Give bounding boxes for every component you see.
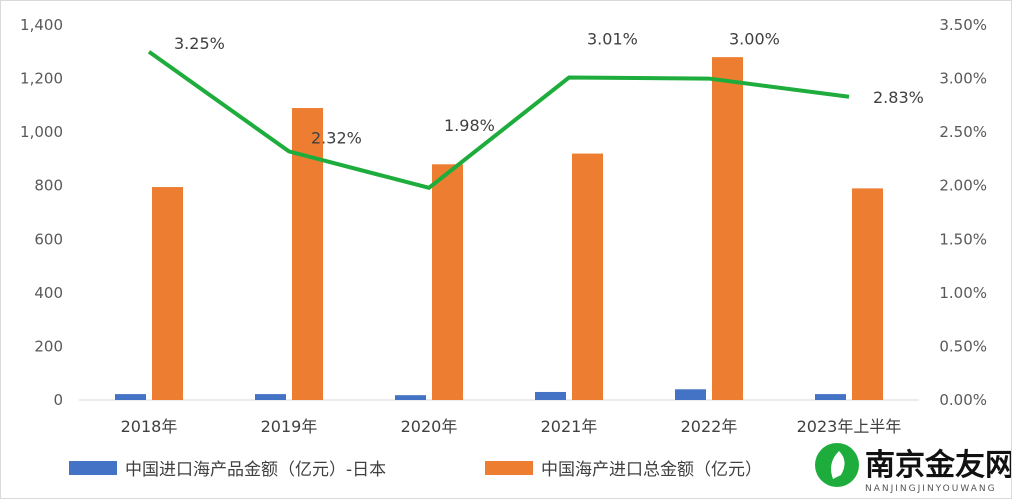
bar-total [712,57,743,401]
left-axis-tick-label: 0 [53,391,63,409]
left-axis-tick-label: 1,000 [20,123,63,141]
bar-japan [255,394,286,400]
right-axis-tick-label: 2.50% [939,123,987,141]
bar-total [852,188,883,400]
legend-label-japan: 中国进口海产品金额（亿元）-日本 [125,460,386,480]
legend-swatch-total [485,461,533,475]
bar-japan [395,395,426,400]
watermark-subtext: NANJINGJINYOUWANG [865,484,997,494]
x-axis-tick-label: 2019年 [261,417,318,436]
ratio-data-label: 3.00% [729,30,780,49]
bar-japan [535,391,566,400]
watermark-text: 南京金友网 [865,448,1011,483]
right-axis-tick-label: 2.00% [939,177,987,195]
ratio-data-label: 3.25% [174,34,225,53]
ratio-line [147,50,850,191]
legend-swatch-japan [69,461,117,475]
bar-japan [815,394,846,400]
watermark-leaf-icon [831,451,845,479]
legend: 中国进口海产品金额（亿元）-日本 中国海产进口总金额（亿元） [69,460,762,480]
ratio-data-labels: 3.25% 2.32% 1.98% 3.01% 3.00% 2.83% [174,30,924,148]
legend-label-total: 中国海产进口总金额（亿元） [541,460,762,480]
right-axis-tick-label: 1.00% [939,284,987,302]
watermark: 南京金友网 NANJINGJINYOUWANG [801,434,1011,496]
bar-japan [675,389,706,400]
x-axis-tick-label: 2022年 [681,417,738,436]
right-axis-tick-label: 0.00% [939,391,987,409]
right-axis-ticks: 0.00% 0.50% 1.00% 1.50% 2.00% 2.50% 3.00% 3.50% [939,16,987,409]
ratio-data-label: 2.83% [873,88,924,107]
left-axis-ticks: 0 200 400 600 800 1,000 1,200 1,400 [20,16,63,409]
x-axis-tick-label: 2023年上半年 [797,417,902,436]
left-axis-tick-label: 200 [34,337,63,355]
bar-total [432,164,463,400]
ratio-data-label: 3.01% [587,30,638,49]
left-axis-tick-label: 1,400 [20,16,63,34]
bar-total [152,187,183,400]
left-axis-tick-label: 800 [34,177,63,195]
bars [115,57,883,401]
ratio-data-label: 1.98% [444,116,495,135]
right-axis-tick-label: 1.50% [939,230,987,248]
x-axis-ticks: 2018年 2019年 2020年 2021年 2022年 2023年上半年 [121,417,902,436]
bar-total [572,153,603,400]
right-axis-tick-label: 3.50% [939,16,987,34]
left-axis-tick-label: 1,200 [20,70,63,88]
bar-japan [115,394,146,400]
x-axis-tick-label: 2020年 [401,417,458,436]
x-axis-tick-label: 2018年 [121,417,178,436]
left-axis-tick-label: 400 [34,284,63,302]
ratio-data-label: 2.32% [311,128,362,147]
right-axis-tick-label: 0.50% [939,337,987,355]
ratio-line-path [147,50,850,191]
x-axis-tick-label: 2021年 [541,417,598,436]
right-axis-tick-label: 3.00% [939,70,987,88]
left-axis-tick-label: 600 [34,230,63,248]
